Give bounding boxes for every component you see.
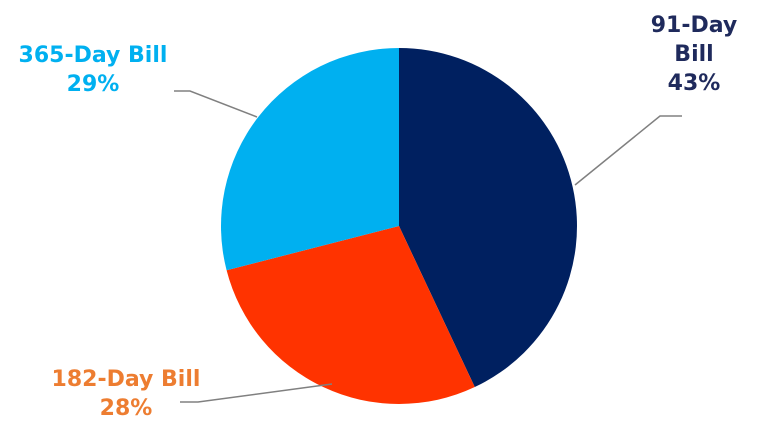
leader-line-365-day-bill bbox=[174, 90, 258, 118]
pie-slice-182-day-bill bbox=[226, 226, 475, 404]
slice-label-182-day-bill: 182-Day Bill 28% bbox=[52, 367, 201, 421]
slice-name-label: 182-Day Bill bbox=[52, 367, 201, 392]
slice-name-label: 91-Day bbox=[651, 13, 738, 38]
slice-percent-label: 43% bbox=[668, 71, 721, 96]
slice-label-365-day-bill: 365-Day Bill 29% bbox=[19, 43, 168, 97]
slice-name-label: Bill bbox=[674, 42, 713, 67]
slice-label-91-day-bill: 91-Day Bill 43% bbox=[651, 13, 738, 96]
pie-slice-91-day-bill bbox=[399, 48, 577, 388]
slice-percent-label: 28% bbox=[100, 396, 153, 421]
slice-name-label: 365-Day Bill bbox=[19, 43, 168, 68]
pie-slice-365-day-bill bbox=[221, 48, 399, 271]
slice-labels: 91-Day Bill 43% 182-Day Bill 28% 365-Day Bill… bbox=[19, 13, 738, 421]
pie-slices bbox=[221, 48, 577, 404]
slice-percent-label: 29% bbox=[67, 72, 120, 97]
leader-line-91-day-bill bbox=[574, 115, 682, 186]
leader-lines bbox=[174, 90, 682, 403]
leader-line-182-day-bill bbox=[180, 383, 333, 403]
